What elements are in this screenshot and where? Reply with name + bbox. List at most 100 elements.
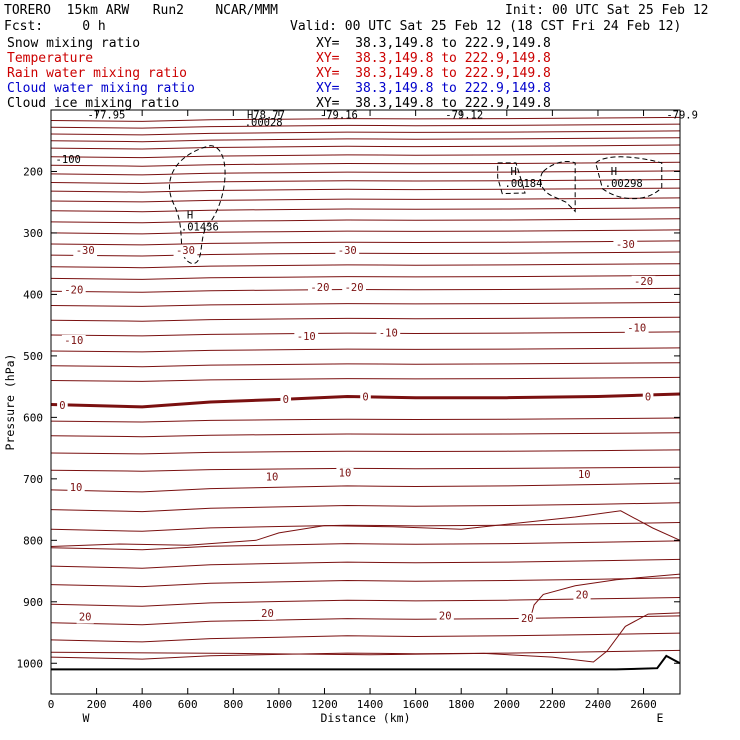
temperature-label-17: 10: [266, 471, 279, 483]
isotherm-3: [50, 137, 681, 143]
isotherm-4: [50, 144, 681, 150]
isotherm-13: [50, 229, 681, 235]
y-tick-label-5: 700: [23, 473, 43, 486]
temperature-label-10-bg: [376, 327, 401, 340]
isotherm-19: [50, 301, 681, 307]
ice-max-value-2: .00298: [605, 178, 643, 190]
temperature-label-6-bg: [342, 282, 367, 295]
top-label-4: -79.16: [320, 110, 358, 122]
isotherm-24: [50, 376, 681, 382]
temperature-label-19: 10: [578, 469, 591, 481]
isotherm-22: [50, 347, 681, 353]
temperature-label-11: -10: [627, 323, 646, 335]
temperature-label-10: -10: [379, 328, 398, 340]
temperature-label-23: 20: [521, 613, 534, 625]
isotherm-1: [50, 123, 681, 129]
ice-contour-mid-a: [497, 162, 526, 195]
temperature-label-21-bg: [258, 607, 277, 620]
top-label-6: -79.9: [666, 110, 698, 122]
temperature-label-6: -20: [345, 282, 364, 294]
isotherm-5: [50, 153, 681, 159]
temperature-label-18: 10: [339, 468, 352, 480]
temperature-contours: [50, 116, 681, 663]
temperature-label-3: -30: [616, 239, 635, 251]
isotherm-23: [50, 362, 681, 368]
isotherm-35: [50, 597, 681, 607]
y-tick-label-4: 600: [23, 411, 43, 424]
y-tick-label-3: 500: [23, 350, 43, 363]
temperature-label-8-bg: [61, 334, 86, 347]
init-time: Init: 00 UTC Sat 25 Feb 12: [505, 3, 709, 18]
temperature-label-22-bg: [436, 610, 454, 623]
temperature-label-4: -20: [64, 285, 83, 297]
isotherm-12: [50, 218, 681, 224]
temperature-label-20: 20: [79, 612, 92, 624]
x-end-label-east: E: [657, 711, 664, 725]
plot-frame: [50, 109, 681, 695]
field-cloudwater-label: Cloud water mixing ratio: [7, 81, 195, 96]
field-snow-xy: XY= 38.3,149.8 to 222.9,149.8: [316, 36, 551, 51]
temperature-label-21: 20: [261, 608, 274, 620]
isotherm-2: [50, 130, 681, 136]
isotherm-31: [50, 522, 681, 532]
x-tick-label-12: 2400: [585, 698, 612, 711]
x-tick-label-11: 2200: [539, 698, 566, 711]
x-tick-label-3: 600: [178, 698, 198, 711]
temperature-label-15: 0: [645, 391, 651, 403]
isotherm-16: [50, 263, 681, 269]
temperature-label-0-bg: [73, 245, 98, 258]
y-tick-label-0: 200: [23, 165, 43, 178]
y-tick-label-2: 400: [23, 288, 43, 301]
field-cloudice-xy: XY= 38.3,149.8 to 222.9,149.8: [316, 96, 551, 111]
temperature-label-9-bg: [294, 331, 319, 344]
isotherm-30: [50, 502, 681, 513]
field-snow-label: Snow mixing ratio: [7, 36, 141, 51]
isotherm-17: [50, 274, 681, 280]
temperature-label-2: -30: [338, 245, 357, 257]
temperature-label-2-bg: [335, 245, 360, 258]
isotherm-warm-3: [529, 573, 681, 622]
isotherm-6: [50, 161, 681, 167]
isotherm-37: [50, 632, 681, 643]
ice-max-h-1: H: [511, 166, 517, 178]
temperature-label-16: 10: [70, 482, 83, 494]
terrain-line: [51, 654, 681, 671]
x-end-label-west: W: [83, 711, 90, 725]
top-label-3: .00028: [245, 117, 283, 129]
isotherm-0: [50, 116, 681, 122]
model-title: TORERO 15km ARW Run2 NCAR/MMM: [4, 3, 278, 18]
isotherm-7: [50, 170, 681, 176]
field-temperature-xy: XY= 38.3,149.8 to 222.9,149.8: [316, 51, 551, 66]
field-cloudwater-xy: XY= 38.3,149.8 to 222.9,149.8: [316, 81, 551, 96]
temperature-label-5: -20: [310, 282, 329, 294]
y-tick-label-7: 900: [23, 596, 43, 609]
temperature-label-14-bg: [360, 391, 371, 404]
temperature-label-0: -30: [76, 245, 95, 257]
isotherm-warm-1: [50, 510, 681, 547]
valid-time: Valid: 00 UTC Sat 25 Feb 12 (18 CST Fri …: [290, 19, 682, 34]
field-cloudice-label: Cloud ice mixing ratio: [7, 96, 180, 111]
plot-axes: 0 200 400 600 800 1000 1200 1400 1600 1800 2000 220…: [3, 109, 681, 725]
temperature-label-19-bg: [575, 468, 593, 481]
temperature-label-3-bg: [613, 239, 638, 252]
y-tick-label-6: 800: [23, 534, 43, 547]
top-label-1: -77.95: [87, 110, 125, 122]
temperature-label-1-bg: [173, 245, 198, 258]
temperature-label-18-bg: [336, 467, 354, 480]
temperature-label-1: -30: [176, 245, 195, 257]
forecast-hour: Fcst: 0 h: [4, 19, 106, 34]
contour-labels: -30 -30 -30-30-20 -20 -20-20-10 -10 -10 -1000 0 0…: [56, 110, 698, 625]
temperature-label-13: 0: [283, 394, 289, 406]
top-label-5: -79.12: [445, 110, 483, 122]
temperature-label-11-bg: [624, 322, 649, 335]
temperature-label-9: -10: [297, 331, 316, 343]
x-axis-label: Distance (km): [320, 711, 410, 725]
isotherm-8: [50, 179, 681, 185]
ice-contour-mid-b: [540, 160, 576, 213]
temperature-label-7-bg: [631, 275, 656, 288]
temperature-label-22: 20: [439, 610, 452, 622]
isotherm-11: [50, 207, 681, 213]
temperature-label-24: 20: [576, 589, 589, 601]
isotherm-20: [50, 316, 681, 322]
isotherm-36: [50, 615, 681, 626]
